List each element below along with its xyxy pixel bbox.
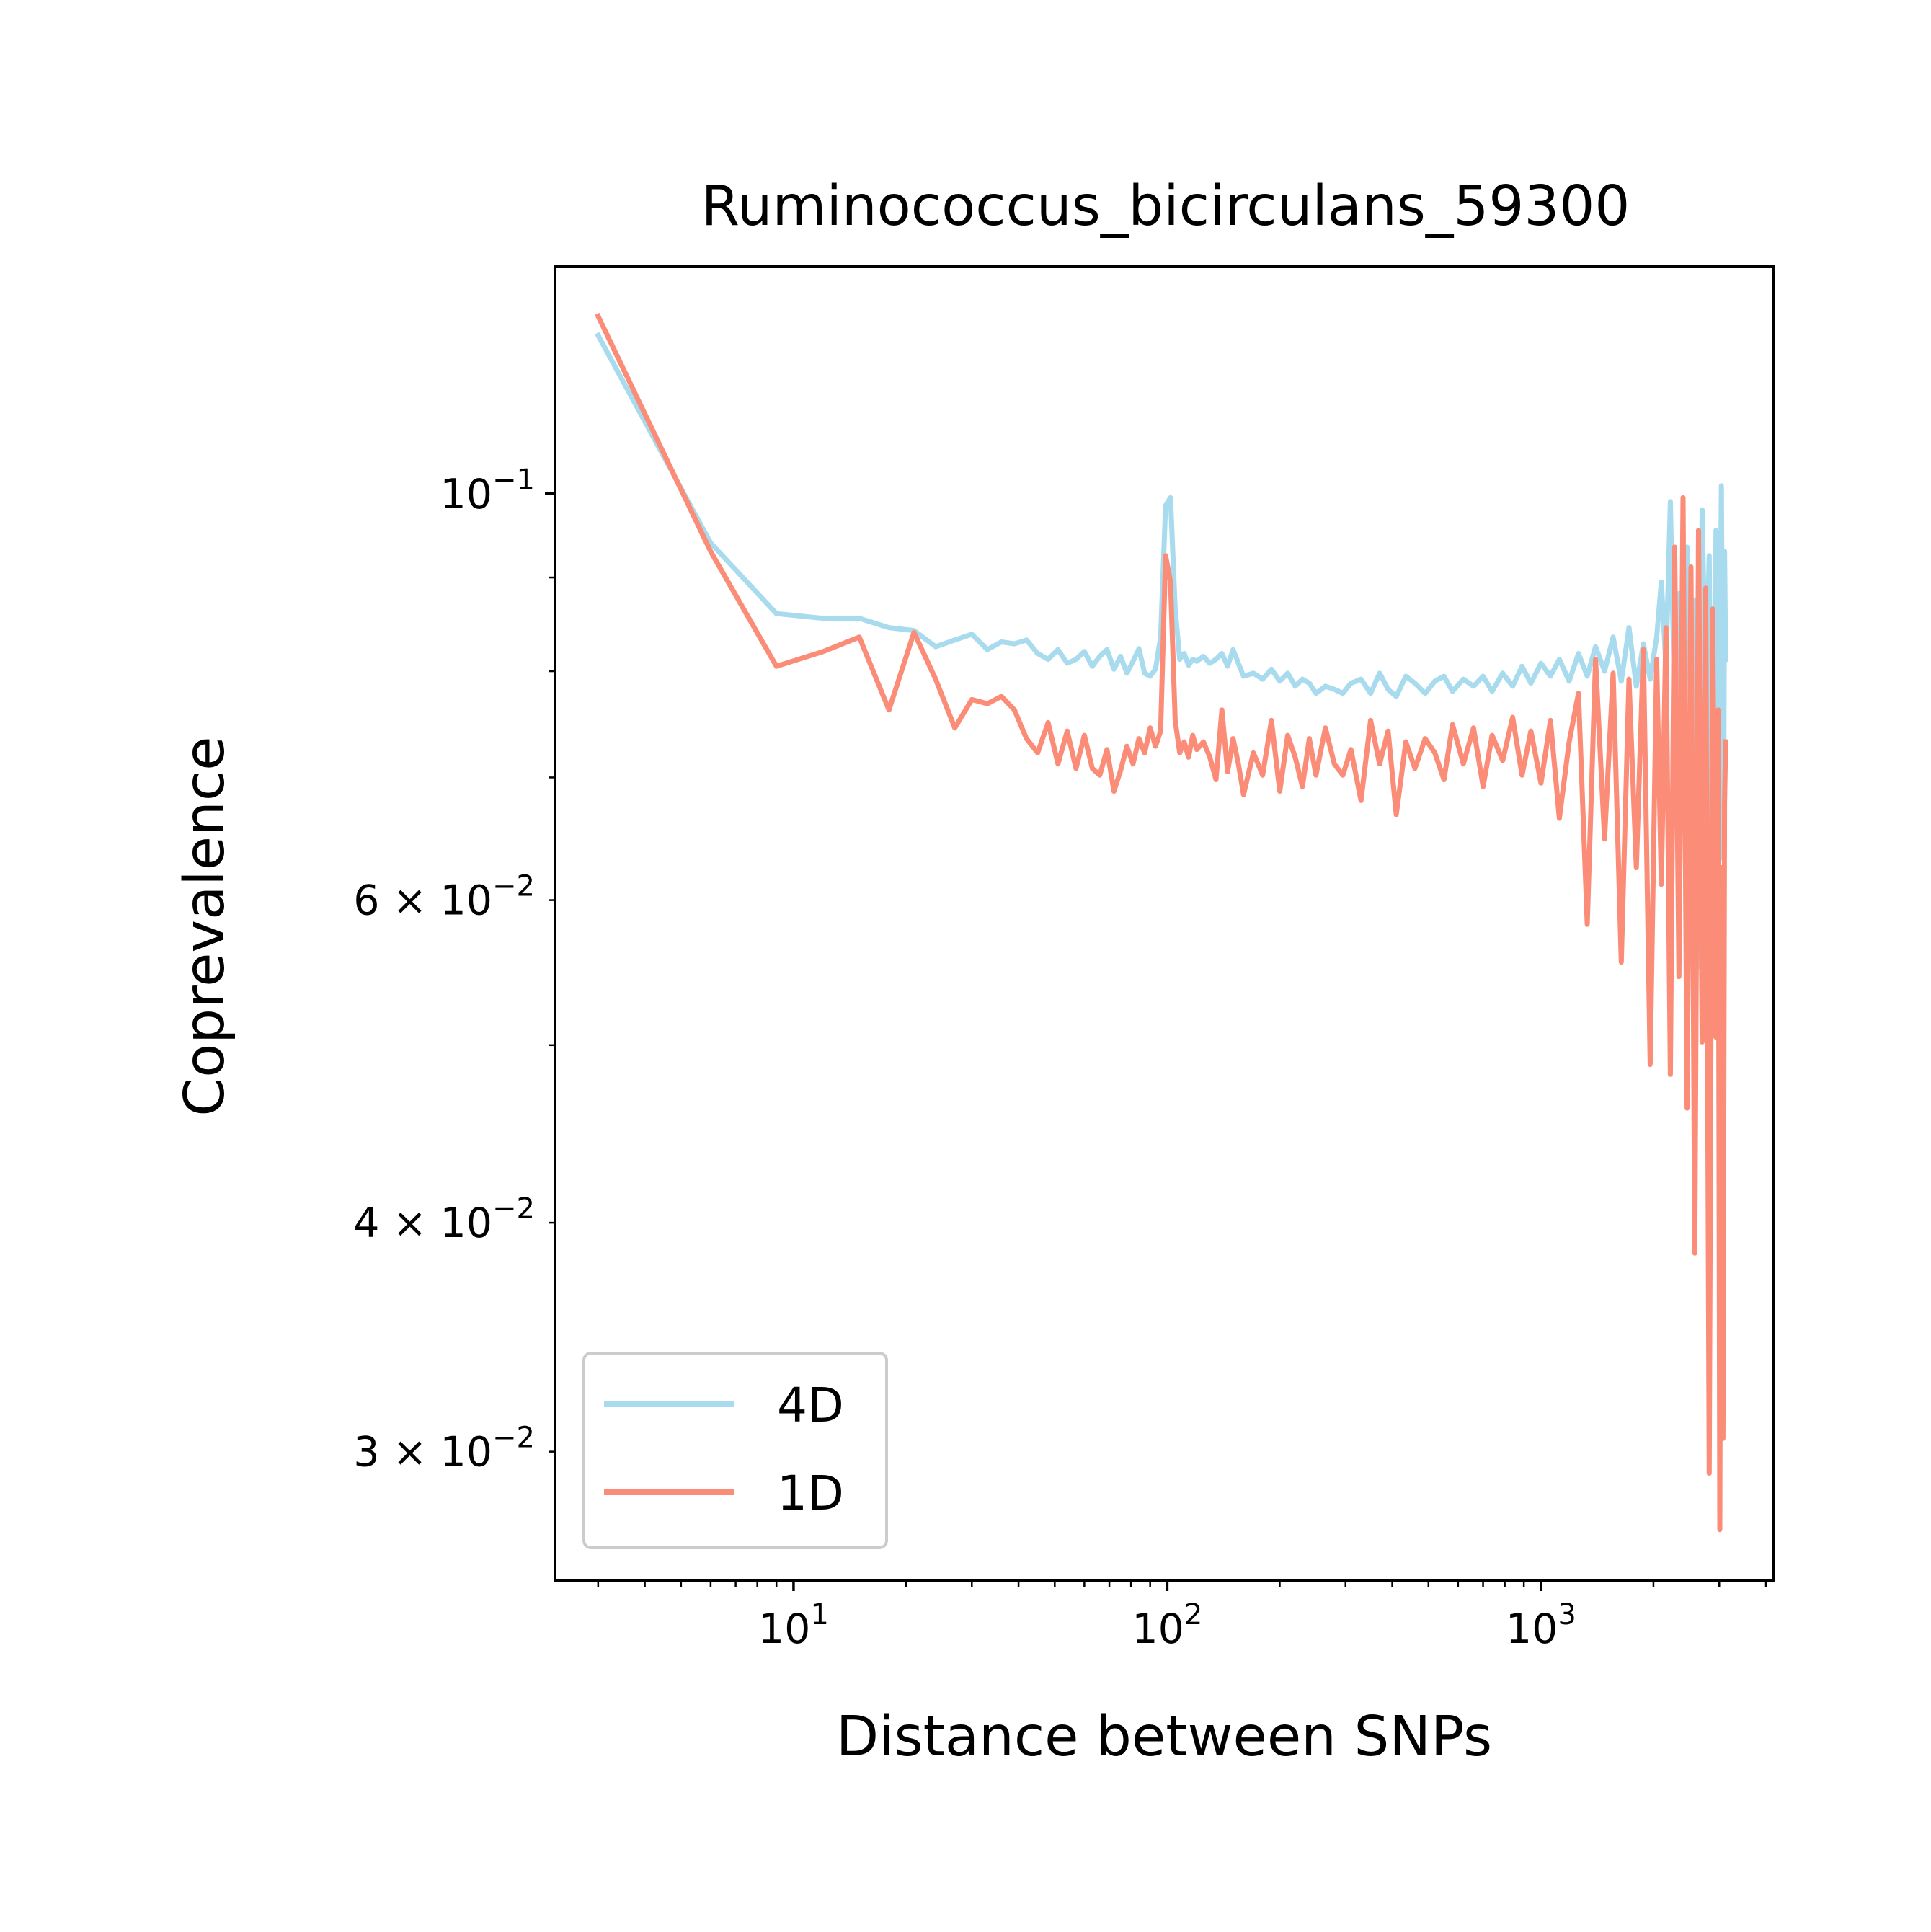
y-tick-label: 3 × 10−2 <box>353 1422 535 1476</box>
y-tick-label: 6 × 10−2 <box>353 870 535 925</box>
legend-label-1d: 1D <box>777 1466 844 1521</box>
x-axis: 101 102 103 <box>597 1581 1767 1653</box>
x-tick-label: 103 <box>1506 1598 1576 1653</box>
series-layer <box>595 312 1728 1533</box>
legend-label-4d: 4D <box>777 1378 844 1433</box>
legend: 4D 1D <box>582 1352 888 1549</box>
plot-area <box>554 265 1775 1582</box>
y-tick-label: 4 × 10−2 <box>353 1192 535 1247</box>
chart-title: Ruminococcus_bicirculans_59300 <box>701 174 1630 239</box>
x-tick-label: 101 <box>758 1598 829 1653</box>
y-tick-label: 10−1 <box>440 464 536 518</box>
x-tick-label: 102 <box>1132 1598 1202 1653</box>
plot-frame <box>554 265 1775 1582</box>
x-axis-label: Distance between SNPs <box>836 1705 1492 1769</box>
series-line-4d <box>595 332 1728 970</box>
y-axis-label: Coprevalence <box>173 736 237 1116</box>
series-line-1d <box>595 312 1728 1533</box>
y-axis: 10−1 6 × 10−2 4 × 10−2 3 × 10−2 <box>353 464 555 1476</box>
